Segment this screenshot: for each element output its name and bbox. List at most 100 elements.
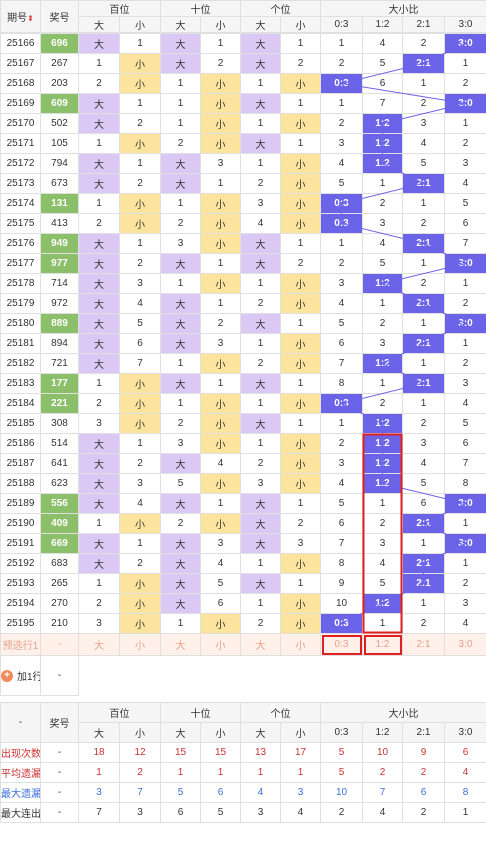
da-hit-cell: 大 — [160, 33, 201, 54]
ratio-miss-cell: 2 — [444, 573, 486, 594]
sort-icon[interactable]: ⬍ — [27, 14, 34, 23]
period-cell: 25176 — [0, 233, 41, 254]
table-row: 25176 949 大 1 3 小大 1 1 4 2:1 7 — [0, 233, 486, 254]
add-row-button[interactable]: + 加1行 — [1, 668, 40, 683]
da-hit-cell: 大 — [78, 493, 120, 514]
table-row: 25187 641 大 2 大 4 2 小 3 1:2 4 7 — [0, 453, 486, 474]
xiao-hit-cell: 小 — [200, 613, 241, 634]
da-miss-cell: 2 — [240, 453, 281, 474]
ratio-miss-cell: 6 — [320, 333, 363, 354]
da-subheader: 大 — [240, 16, 281, 33]
ratio-miss-cell: 6 — [362, 73, 403, 94]
xiao-hit-cell: 小 — [119, 613, 161, 634]
preselect-cell[interactable]: 3:0 — [444, 633, 486, 656]
xiao-subheader: 小 — [280, 721, 321, 743]
xiao-hit-cell: 小 — [280, 553, 321, 574]
period-cell: 25173 — [0, 173, 41, 194]
xiao-hit-cell: 小 — [119, 393, 161, 414]
prize-number-cell: 177 — [40, 373, 79, 394]
ratio-hit-cell: 1:2 — [362, 153, 403, 174]
xiao-subheader: 小 — [200, 16, 241, 33]
stats-value: 1 — [78, 761, 120, 783]
table-row: 25191 669 大 1 大 3 大 3 7 3 1 3:0 — [0, 533, 486, 554]
ratio-hit-cell: 2:1 — [402, 373, 445, 394]
ratio-hit-cell: 2:1 — [402, 573, 445, 594]
preselect-cell[interactable]: 2:1 — [402, 633, 445, 656]
da-miss-cell: 1 — [240, 273, 281, 294]
ratio-miss-cell: 4 — [444, 613, 486, 634]
ratio-miss-cell: 1 — [402, 313, 445, 334]
preselect-cell[interactable]: 小 — [200, 633, 241, 656]
da-miss-cell: 1 — [78, 573, 120, 594]
xiao-miss-cell: 1 — [119, 153, 161, 174]
xiao-miss-cell: 6 — [200, 593, 241, 614]
ratio-miss-cell: 4 — [362, 33, 403, 54]
preselect-cell[interactable]: 0:3 — [320, 633, 363, 656]
ratio-hit-cell: 2:1 — [402, 333, 445, 354]
table-row: 25193 265 1 小大 5 大 1 9 5 2:1 2 — [0, 573, 486, 594]
table-row: 25166 696 大 1 大 1 大 1 1 4 2 3:0 — [0, 33, 486, 54]
ratio-miss-cell: 3 — [362, 333, 403, 354]
ratio-miss-cell: 10 — [320, 593, 363, 614]
prize-number-cell: 696 — [40, 33, 79, 54]
xiao-miss-cell: 1 — [200, 253, 241, 274]
xiao-hit-cell: 小 — [200, 233, 241, 254]
ratio-hit-cell: 1:2 — [362, 453, 403, 474]
stats-dash: - — [40, 741, 79, 763]
period-cell: 25184 — [0, 393, 41, 414]
period-cell: 25192 — [0, 553, 41, 574]
period-cell: 25181 — [0, 333, 41, 354]
preselect-cell[interactable]: 大 — [160, 633, 201, 656]
xiao-miss-cell: 4 — [200, 453, 241, 474]
stats-value: 13 — [240, 741, 281, 763]
preselect-cell[interactable]: 小 — [119, 633, 161, 656]
preselect-cell[interactable]: 小 — [280, 633, 321, 656]
da-hit-cell: 大 — [160, 533, 201, 554]
ratio-miss-cell: 1 — [444, 553, 486, 574]
period-cell: 25190 — [0, 513, 41, 534]
ratio-miss-cell: 2 — [444, 73, 486, 94]
prize-number-cell: 221 — [40, 393, 79, 414]
ratio-miss-cell: 6 — [444, 433, 486, 454]
table-row: 25177 977 大 2 大 1 大 2 2 5 1 3:0 — [0, 253, 486, 274]
ratio-miss-cell: 3 — [362, 533, 403, 554]
xiao-miss-cell: 3 — [280, 533, 321, 554]
da-miss-cell: 2 — [78, 593, 120, 614]
xiao-hit-cell: 小 — [119, 373, 161, 394]
ratio-hit-cell: 3:0 — [444, 533, 486, 554]
stats-hundreds-header: 百位 — [78, 701, 161, 723]
stats-row: 平均遗漏 -1 2 1 1 1 1 5 2 2 4 — [0, 761, 486, 783]
period-cell: 25178 — [0, 273, 41, 294]
preselect-cell[interactable]: 大 — [240, 633, 281, 656]
add-row: + 加1行 - — [0, 655, 486, 696]
preselect-cell[interactable]: 1:2 — [362, 633, 403, 656]
da-miss-cell: 1 — [240, 393, 281, 414]
period-cell: 25186 — [0, 433, 41, 454]
stats-value: 7 — [119, 781, 161, 803]
da-miss-cell: 2 — [78, 73, 120, 94]
xiao-miss-cell: 2 — [119, 253, 161, 274]
da-hit-cell: 大 — [160, 313, 201, 334]
da-miss-cell: 2 — [78, 213, 120, 234]
xiao-hit-cell: 小 — [280, 433, 321, 454]
xiao-subheader: 小 — [119, 721, 161, 743]
stats-value: 7 — [362, 781, 403, 803]
ratio-hit-cell: 2:1 — [402, 173, 445, 194]
ratio-miss-cell: 4 — [444, 173, 486, 194]
xiao-miss-cell: 1 — [119, 533, 161, 554]
prize-number-cell: 894 — [40, 333, 79, 354]
period-sort-header[interactable]: 期号⬍ — [0, 0, 41, 33]
add-row-cell[interactable]: + 加1行 — [0, 655, 41, 696]
ratio-miss-cell: 1 — [402, 533, 445, 554]
ratio-hit-cell: 1:2 — [362, 113, 403, 134]
xiao-hit-cell: 小 — [280, 193, 321, 214]
stats-value: 4 — [240, 781, 281, 803]
preselect-cell[interactable]: 大 — [78, 633, 120, 656]
ratio-miss-cell: 6 — [320, 513, 363, 534]
xiao-hit-cell: 小 — [119, 413, 161, 434]
ratio-miss-cell: 2 — [362, 193, 403, 214]
ratio-hit-cell: 2:1 — [402, 293, 445, 314]
ratio-miss-cell: 2 — [362, 313, 403, 334]
preselect-row[interactable]: 预选行1 - 大 小 大 小 大 小 0:3 1:2 2:1 3:0 — [0, 633, 486, 656]
da-hit-cell: 大 — [240, 53, 281, 74]
